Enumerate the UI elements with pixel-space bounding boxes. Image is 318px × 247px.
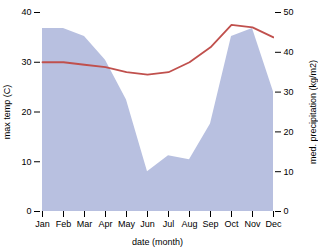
svg-text:20: 20 bbox=[21, 107, 31, 117]
svg-text:Apr: Apr bbox=[98, 219, 112, 229]
svg-text:Jan: Jan bbox=[35, 219, 50, 229]
svg-text:Sep: Sep bbox=[202, 219, 218, 229]
svg-text:Jun: Jun bbox=[140, 219, 155, 229]
svg-text:10: 10 bbox=[284, 167, 294, 177]
svg-text:40: 40 bbox=[284, 47, 294, 57]
svg-text:Dec: Dec bbox=[265, 219, 282, 229]
svg-text:10: 10 bbox=[21, 157, 31, 167]
svg-text:30: 30 bbox=[284, 87, 294, 97]
svg-text:0: 0 bbox=[26, 206, 31, 216]
svg-text:Oct: Oct bbox=[224, 219, 239, 229]
svg-text:Feb: Feb bbox=[56, 219, 72, 229]
svg-text:med. precipitation (kg/m2): med. precipitation (kg/m2) bbox=[308, 60, 318, 164]
svg-text:May: May bbox=[118, 219, 136, 229]
svg-text:Mar: Mar bbox=[77, 219, 93, 229]
svg-text:40: 40 bbox=[21, 7, 31, 17]
svg-text:Nov: Nov bbox=[244, 219, 261, 229]
svg-text:Jul: Jul bbox=[163, 219, 175, 229]
svg-text:30: 30 bbox=[21, 57, 31, 67]
svg-text:20: 20 bbox=[284, 127, 294, 137]
svg-text:Aug: Aug bbox=[181, 219, 197, 229]
svg-text:max temp (C): max temp (C) bbox=[2, 85, 12, 140]
svg-text:0: 0 bbox=[284, 206, 289, 216]
svg-text:50: 50 bbox=[284, 7, 294, 17]
svg-text:date (month): date (month) bbox=[132, 237, 183, 247]
